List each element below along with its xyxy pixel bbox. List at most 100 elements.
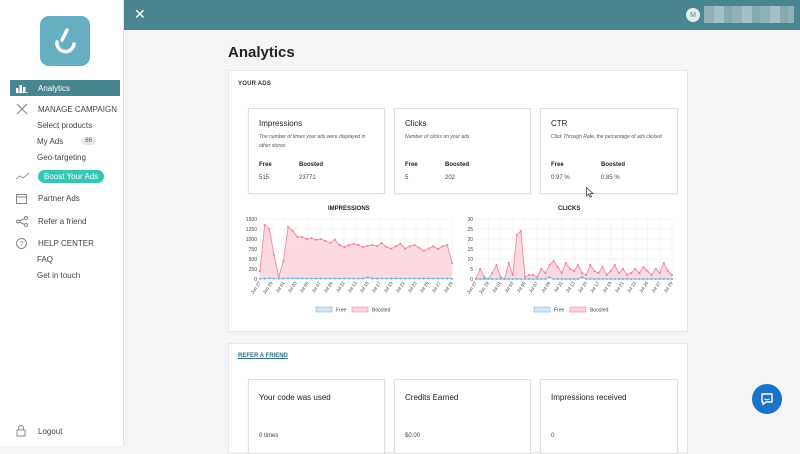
data-point	[258, 269, 262, 273]
data-point	[658, 271, 661, 275]
data-point	[560, 277, 563, 281]
data-point	[357, 277, 360, 280]
data-point	[666, 277, 670, 281]
data-point	[523, 275, 527, 279]
sidebar-item-label: Logout	[38, 426, 63, 436]
boosted-label: Boosted	[299, 162, 323, 168]
avatar[interactable]: M	[686, 8, 700, 22]
data-point	[548, 263, 551, 267]
data-point	[446, 243, 449, 247]
data-point	[515, 233, 518, 237]
data-point	[499, 277, 502, 281]
data-point	[650, 273, 653, 277]
chat-help-button[interactable]	[752, 384, 782, 414]
impressions-received-card: Impressions received 0	[540, 379, 678, 454]
data-point	[642, 277, 645, 281]
data-point	[319, 277, 322, 280]
legend-swatch-boosted	[569, 306, 587, 313]
x-tick-label: Jul 19	[383, 280, 394, 293]
data-point	[301, 277, 304, 280]
x-tick-label: Jul 09	[540, 280, 551, 293]
data-point	[491, 271, 494, 275]
data-point	[515, 277, 518, 281]
data-point	[478, 277, 482, 281]
data-point	[568, 277, 572, 281]
lock-icon	[16, 425, 34, 437]
data-point	[305, 237, 308, 241]
data-point	[286, 225, 290, 229]
data-point	[536, 275, 539, 279]
refer-a-friend-link[interactable]: REFER A FRIEND	[238, 353, 288, 359]
data-point	[390, 277, 393, 280]
legend-label-free: Free	[336, 308, 347, 314]
data-point	[441, 277, 444, 280]
data-point	[418, 277, 421, 280]
y-tick-label: 30	[467, 217, 473, 223]
close-icon[interactable]: ✕	[134, 6, 146, 22]
data-point	[527, 277, 531, 281]
app-logo[interactable]	[40, 16, 90, 66]
data-point	[540, 267, 543, 271]
card-value: 0	[551, 433, 555, 439]
sidebar-item-select-products[interactable]: Select products	[10, 117, 120, 133]
sidebar-item-faq[interactable]: FAQ	[10, 251, 120, 267]
data-point	[277, 275, 280, 279]
data-point	[593, 269, 596, 273]
free-value: 515	[259, 175, 270, 181]
x-tick-label: Jul 15	[359, 280, 370, 293]
free-value: 0.97 %	[551, 175, 570, 181]
boosted-label: Boosted	[445, 162, 469, 168]
trend-icon	[16, 170, 34, 182]
x-tick-label: Jun 29	[262, 280, 274, 295]
data-point	[422, 277, 426, 280]
data-point	[511, 273, 514, 277]
y-tick-label: 1250	[246, 227, 257, 233]
x-tick-label: Jul 23	[407, 280, 418, 293]
boost-your-ads-button[interactable]: Boost Your Ads	[38, 169, 105, 183]
sidebar-item-label: Get in touch	[37, 270, 81, 280]
data-point	[315, 238, 318, 241]
data-point	[613, 263, 616, 267]
data-point	[296, 235, 299, 239]
data-point	[605, 277, 608, 281]
sidebar-item-refer-a-friend[interactable]: Refer a friend	[10, 212, 120, 230]
impressions-card: Impressions The number of times your ads…	[248, 108, 385, 194]
data-point	[446, 277, 449, 280]
data-point	[654, 267, 657, 271]
data-point	[427, 247, 430, 250]
redacted-username	[704, 6, 794, 23]
legend-swatch-free	[315, 306, 333, 313]
y-tick-label: 20	[467, 237, 473, 243]
series-area-boosted	[260, 225, 452, 279]
sidebar-item-partner-ads[interactable]: Partner Ads	[10, 189, 120, 207]
svg-text:?: ?	[20, 241, 24, 248]
data-point	[408, 245, 411, 248]
data-point	[432, 277, 435, 280]
x-tick-label: Jul 07	[528, 280, 539, 293]
data-point	[282, 259, 285, 263]
data-point	[258, 277, 262, 280]
my-ads-count-badge: 66	[81, 137, 96, 145]
data-point	[413, 243, 416, 247]
data-point	[390, 247, 393, 250]
sidebar-item-analytics[interactable]: Analytics	[10, 80, 120, 96]
data-point	[408, 277, 411, 280]
data-point	[478, 267, 482, 271]
data-point	[609, 269, 612, 273]
data-point	[605, 273, 608, 277]
sidebar-item-logout[interactable]: Logout	[10, 423, 120, 439]
data-point	[552, 259, 555, 263]
data-point	[343, 245, 346, 249]
data-point	[576, 263, 580, 267]
y-tick-label: 750	[249, 247, 258, 253]
data-point	[315, 277, 318, 280]
x-tick-label: Jul 21	[395, 280, 406, 293]
data-point	[343, 277, 346, 280]
x-tick-label: Jul 19	[601, 280, 612, 293]
sidebar-item-geo-targeting[interactable]: Geo-targeting	[10, 149, 120, 165]
data-point	[613, 277, 616, 281]
sidebar-item-get-in-touch[interactable]: Get in touch	[10, 267, 120, 283]
sidebar-item-boost-your-ads[interactable]: Boost Your Ads	[10, 167, 120, 185]
sidebar-item-my-ads[interactable]: My Ads 66	[10, 133, 120, 149]
data-point	[642, 265, 645, 269]
